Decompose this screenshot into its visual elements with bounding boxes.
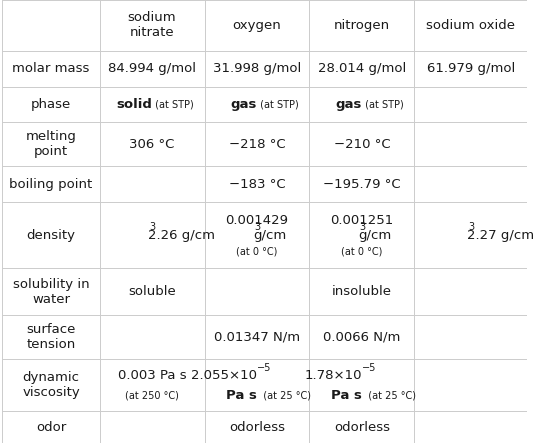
Text: −210 °C: −210 °C [334, 138, 390, 151]
Text: 1.78×10: 1.78×10 [305, 369, 362, 382]
Text: solubility in
water: solubility in water [13, 277, 90, 306]
Text: g/cm: g/cm [358, 229, 391, 242]
Text: −5: −5 [257, 363, 271, 373]
Text: 61.979 g/mol: 61.979 g/mol [427, 62, 515, 75]
Text: gas: gas [230, 98, 257, 111]
Text: 2.27 g/cm: 2.27 g/cm [467, 229, 535, 242]
Text: density: density [27, 229, 75, 242]
Text: 31.998 g/mol: 31.998 g/mol [213, 62, 301, 75]
Text: sodium
nitrate: sodium nitrate [128, 12, 176, 39]
Text: solid: solid [116, 98, 152, 111]
Text: phase: phase [31, 98, 71, 111]
Text: boiling point: boiling point [9, 178, 93, 191]
Text: 0.001429: 0.001429 [225, 214, 288, 227]
Text: −195.79 °C: −195.79 °C [323, 178, 401, 191]
Text: insoluble: insoluble [332, 285, 392, 298]
Text: nitrogen: nitrogen [334, 19, 390, 32]
Text: 0.001251: 0.001251 [330, 214, 394, 227]
Text: (at STP): (at STP) [152, 100, 194, 109]
Text: (at 25 °C): (at 25 °C) [257, 390, 311, 400]
Text: Pa s: Pa s [331, 389, 362, 402]
Text: 306 °C: 306 °C [129, 138, 175, 151]
Text: Pa s: Pa s [226, 389, 257, 402]
Text: surface
tension: surface tension [26, 323, 76, 351]
Text: sodium oxide: sodium oxide [426, 19, 515, 32]
Text: 2.26 g/cm: 2.26 g/cm [149, 229, 216, 242]
Text: 3: 3 [359, 222, 365, 232]
Text: (at STP): (at STP) [362, 100, 403, 109]
Text: 84.994 g/mol: 84.994 g/mol [108, 62, 196, 75]
Text: 28.014 g/mol: 28.014 g/mol [318, 62, 406, 75]
Text: odor: odor [36, 420, 66, 434]
Text: 0.0066 N/m: 0.0066 N/m [323, 330, 401, 343]
Text: (at 0 °C): (at 0 °C) [341, 247, 383, 257]
Text: dynamic
viscosity: dynamic viscosity [22, 371, 80, 399]
Text: molar mass: molar mass [13, 62, 90, 75]
Text: 3: 3 [468, 222, 474, 232]
Text: 3: 3 [150, 222, 156, 232]
Text: melting
point: melting point [26, 130, 76, 159]
Text: soluble: soluble [128, 285, 176, 298]
Text: 0.003 Pa s: 0.003 Pa s [118, 369, 186, 382]
Text: gas: gas [336, 98, 362, 111]
Text: g/cm: g/cm [253, 229, 287, 242]
Text: 0.01347 N/m: 0.01347 N/m [214, 330, 300, 343]
Text: (at 25 °C): (at 25 °C) [362, 390, 416, 400]
Text: (at 250 °C): (at 250 °C) [125, 390, 179, 400]
Text: 2.055×10: 2.055×10 [191, 369, 257, 382]
Text: odorless: odorless [229, 420, 285, 434]
Text: oxygen: oxygen [233, 19, 281, 32]
Text: (at 0 °C): (at 0 °C) [236, 247, 278, 257]
Text: odorless: odorless [334, 420, 390, 434]
Text: −5: −5 [362, 363, 376, 373]
Text: −183 °C: −183 °C [229, 178, 286, 191]
Text: −218 °C: −218 °C [229, 138, 286, 151]
Text: 3: 3 [254, 222, 260, 232]
Text: (at STP): (at STP) [257, 100, 299, 109]
